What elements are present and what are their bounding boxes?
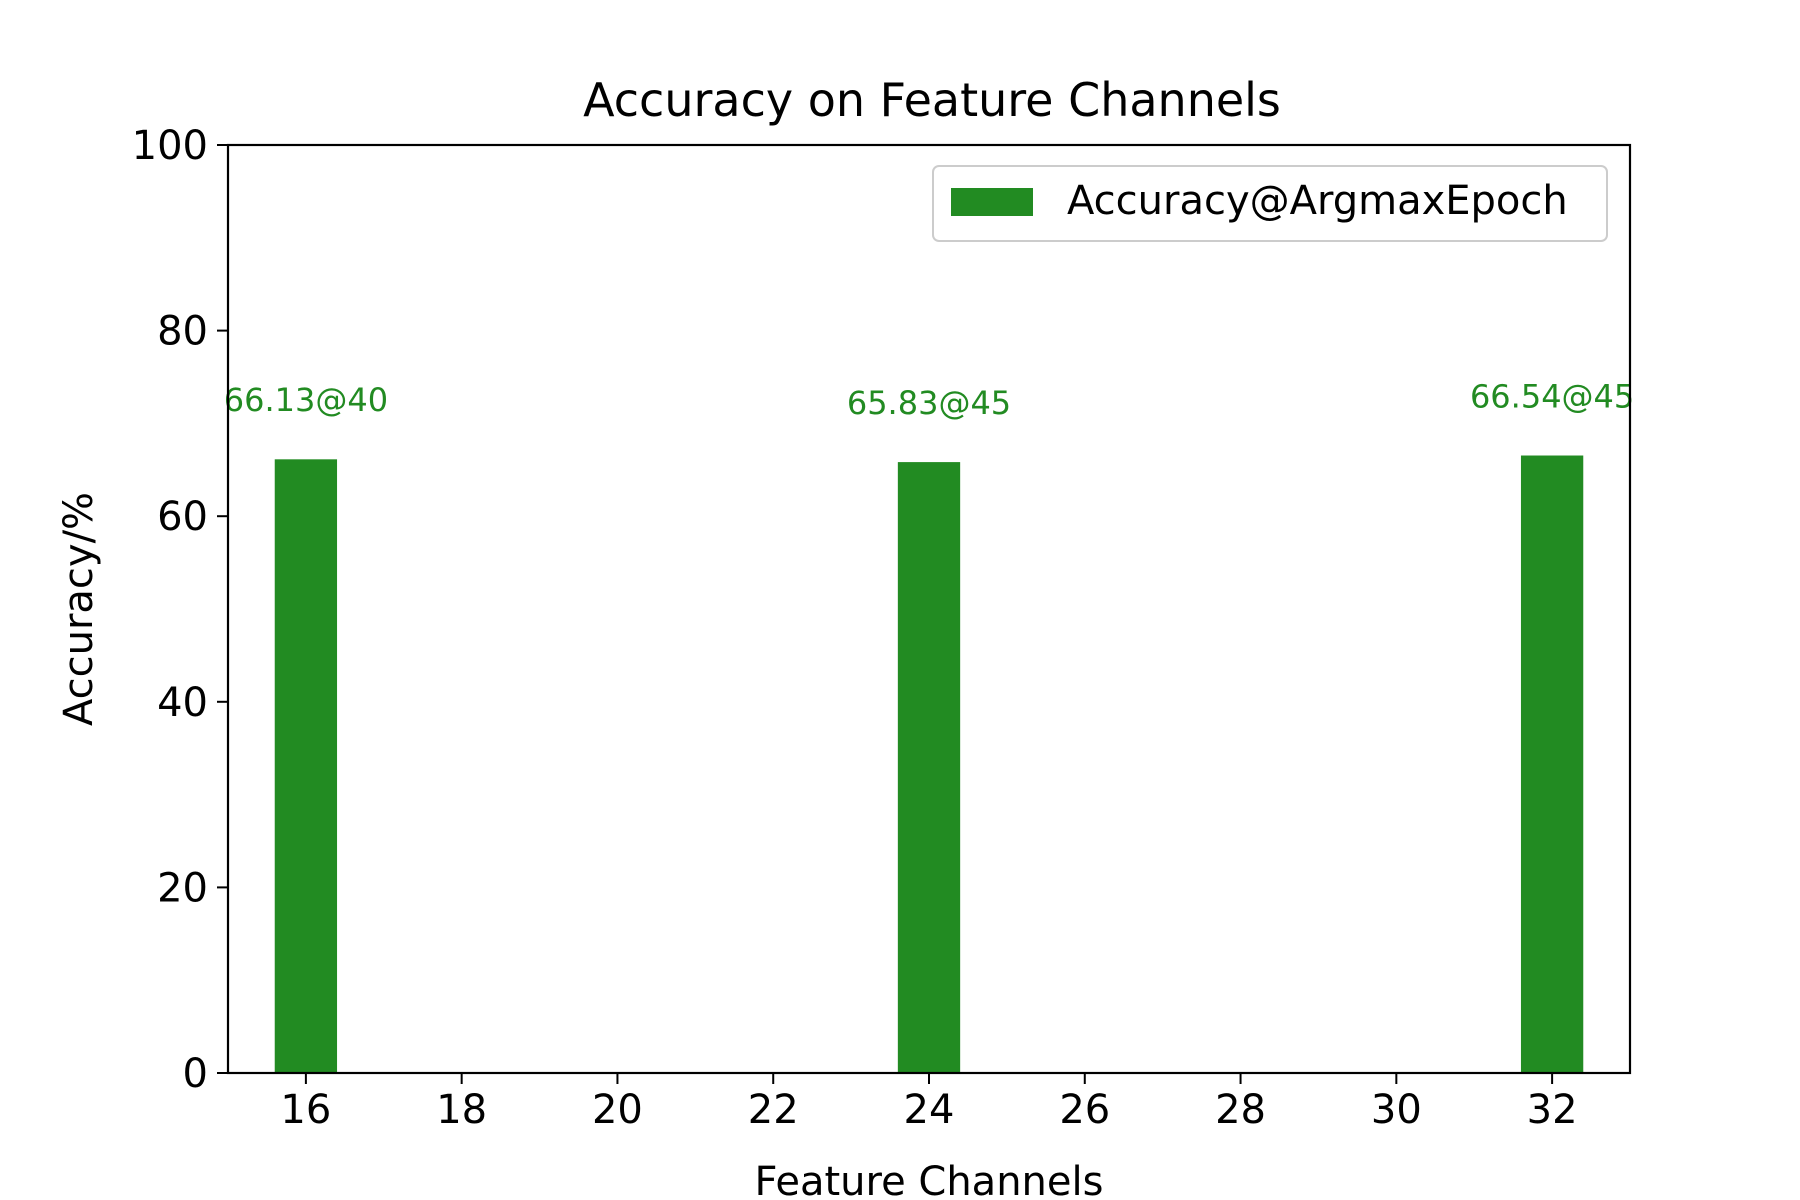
x-tick-label: 26 [1059,1087,1110,1133]
bar-data-label: 66.13@40 [224,381,388,419]
x-tick-label: 20 [592,1087,643,1133]
bar [1520,455,1584,1073]
y-tick-label: 100 [132,123,208,169]
chart-title: Accuracy on Feature Channels [583,73,1281,127]
bar-data-label: 66.54@45 [1470,377,1634,415]
x-tick-label: 24 [904,1087,955,1133]
legend-box [932,165,1608,242]
x-tick-label: 30 [1371,1087,1422,1133]
data-labels-layer: 66.13@40 65.83@45 66.54@45 [224,377,1635,422]
y-tick-label: 40 [157,680,208,726]
y-tick-label: 0 [183,1051,208,1097]
legend: Accuracy@ArgmaxEpoch [932,165,1608,242]
bar-data-label: 65.83@45 [847,384,1011,422]
bar [274,459,338,1073]
bar [897,462,961,1073]
x-tick-label: 32 [1527,1087,1578,1133]
bars-layer [274,455,1584,1073]
y-tick-label: 60 [157,494,208,540]
x-tick-label: 22 [748,1087,799,1133]
x-tick-label: 18 [436,1087,487,1133]
x-axis: 16 18 20 22 24 26 28 30 32 [280,1073,1578,1133]
legend-label: Accuracy@ArgmaxEpoch [1067,178,1568,224]
y-axis: 0 20 40 60 80 100 [132,123,228,1097]
y-axis-label: Accuracy/% [56,492,102,726]
x-axis-label: Feature Channels [755,1159,1104,1200]
y-tick-label: 80 [157,309,208,355]
x-tick-label: 28 [1215,1087,1266,1133]
y-tick-label: 20 [157,865,208,911]
legend-swatch [951,188,1033,216]
x-tick-label: 16 [280,1087,331,1133]
